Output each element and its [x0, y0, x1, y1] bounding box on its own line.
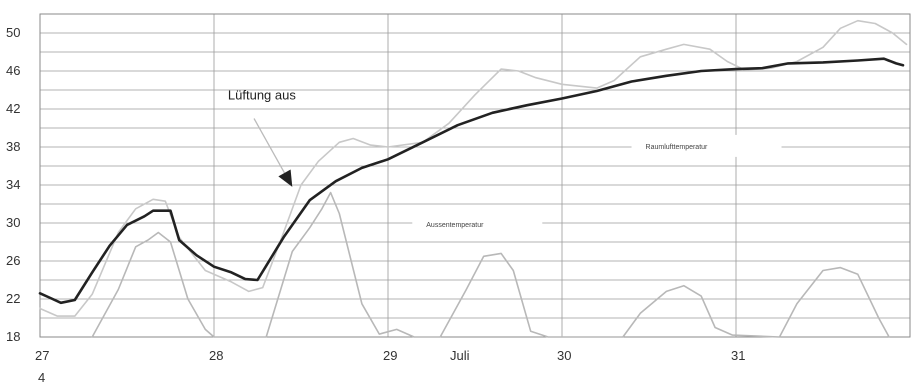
x-tick-label: 31 — [731, 348, 745, 363]
annotation-bg — [631, 134, 782, 157]
x-axis-ticks: 27 28 29 30 31 — [35, 348, 745, 363]
x-tick-label: 30 — [557, 348, 571, 363]
series-line-2 — [91, 191, 890, 338]
y-tick-label: 26 — [6, 253, 20, 268]
series-line-1 — [38, 57, 905, 305]
y-tick-label: 42 — [6, 101, 20, 116]
arrow-head — [278, 169, 293, 187]
x-tick-label: 28 — [209, 348, 223, 363]
grid — [39, 13, 911, 338]
y-tick-label: 34 — [6, 177, 20, 192]
x-tick-label: 29 — [383, 348, 397, 363]
y-tick-label: 46 — [6, 63, 20, 78]
annotation-label: Lüftung aus — [228, 88, 296, 103]
y-tick-label: 30 — [6, 215, 20, 230]
annotations: Lüftung aus Raumlufttemperatur Aussentempe… — [228, 88, 782, 235]
y-tick-label: 50 — [6, 25, 20, 40]
series-line-3 — [39, 19, 908, 317]
y-axis-ticks: 18 22 26 30 34 38 42 46 50 — [6, 25, 20, 344]
series-lines — [38, 19, 908, 338]
y-tick-label: 22 — [6, 291, 20, 306]
y-tick-label: 18 — [6, 329, 20, 344]
y-tick-label: 38 — [6, 139, 20, 154]
figure-number: 4 — [38, 370, 46, 385]
x-tick-label: 27 — [35, 348, 49, 363]
annotation-label: Aussentemperatur — [426, 222, 484, 229]
annotation-label: Raumlufttemperatur — [646, 144, 709, 151]
arrow-shaft — [253, 118, 286, 174]
plot-frame — [39, 13, 911, 338]
annotation-bg — [412, 212, 543, 235]
x-month-label: Juli — [450, 348, 470, 363]
annotation-arrow — [253, 118, 293, 187]
